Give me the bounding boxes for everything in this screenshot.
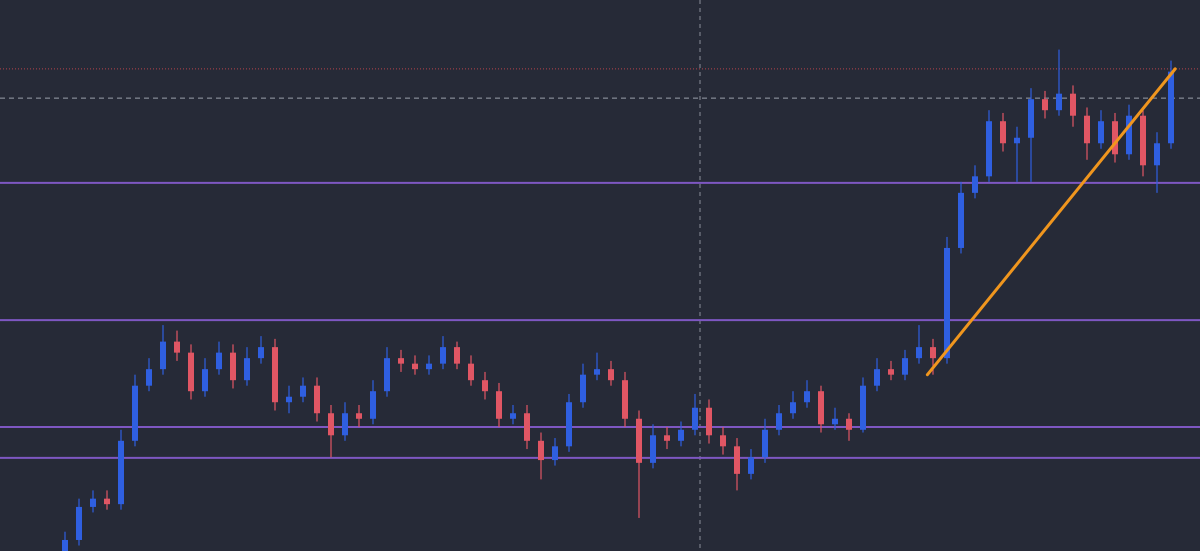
candle-body <box>580 374 586 403</box>
candle-body <box>328 413 334 436</box>
candle-body <box>650 435 656 463</box>
candle-body <box>818 391 824 425</box>
candle-body <box>370 391 376 419</box>
candle-body <box>902 358 908 375</box>
candle-body <box>314 385 320 414</box>
candle-body <box>496 391 502 419</box>
candle-body <box>930 347 936 359</box>
candle-body <box>1154 143 1160 166</box>
candle-body <box>594 369 600 375</box>
candle-body <box>524 413 530 441</box>
candle-body <box>258 347 264 359</box>
candle-body <box>860 385 866 430</box>
trendline <box>925 67 1177 377</box>
candle-body <box>300 385 306 397</box>
candle-body <box>664 435 670 441</box>
candle-body <box>188 352 194 392</box>
candle-body <box>76 506 82 540</box>
candle-body <box>1098 121 1104 144</box>
candle-body <box>734 446 740 474</box>
candle-body <box>1028 99 1034 138</box>
candle-body <box>1126 115 1132 155</box>
candle-body <box>132 385 138 441</box>
candle-body <box>440 347 446 364</box>
candle-body <box>538 440 544 461</box>
candle-body <box>160 341 166 370</box>
candle-body <box>832 418 838 425</box>
candle-body <box>1014 137 1020 144</box>
candle-body <box>104 498 110 505</box>
candle-body <box>1084 115 1090 144</box>
candle-body <box>1168 71 1174 144</box>
candle-body <box>482 380 488 392</box>
candle-body <box>90 498 96 507</box>
candle-body <box>846 418 852 430</box>
candle-body <box>566 402 572 447</box>
candle-body <box>888 369 894 375</box>
candle-body <box>272 347 278 403</box>
candle-body <box>412 363 418 370</box>
candle-body <box>748 457 754 474</box>
candle-body <box>986 121 992 177</box>
candle-body <box>720 435 726 447</box>
candle-body <box>972 176 978 193</box>
candle-body <box>944 247 950 359</box>
candle-body <box>790 402 796 414</box>
candle-body <box>286 396 292 403</box>
candle-body <box>874 369 880 386</box>
candle-body <box>1000 121 1006 144</box>
candle-body <box>216 352 222 370</box>
candle-body <box>608 369 614 381</box>
candle-body <box>1140 115 1146 166</box>
candle-body <box>776 413 782 430</box>
candle-body <box>692 407 698 430</box>
candle-body <box>342 413 348 436</box>
candle-body <box>384 358 390 392</box>
candle-body <box>636 418 642 463</box>
candle-body <box>230 352 236 381</box>
candle-body <box>202 369 208 392</box>
candle-body <box>622 380 628 419</box>
candle-body <box>118 440 124 505</box>
candle-body <box>706 407 712 436</box>
candle-body <box>62 539 68 551</box>
candle-body <box>958 192 964 248</box>
candle-body <box>398 358 404 364</box>
candle-body <box>468 363 474 381</box>
candle-body <box>244 358 250 381</box>
candle-body <box>552 446 558 461</box>
candle-body <box>804 391 810 403</box>
candle-body <box>454 347 460 364</box>
candle-body <box>174 341 180 353</box>
candle-body <box>916 347 922 359</box>
candle-body <box>146 369 152 386</box>
candle-body <box>1112 121 1118 155</box>
candle-body <box>762 429 768 458</box>
candle-body <box>510 413 516 419</box>
candle-body <box>356 413 362 419</box>
candle-body <box>1070 93 1076 116</box>
candle-body <box>1056 93 1062 111</box>
candle-body <box>426 363 432 370</box>
candle-body <box>678 429 684 441</box>
candle-body <box>1042 99 1048 111</box>
